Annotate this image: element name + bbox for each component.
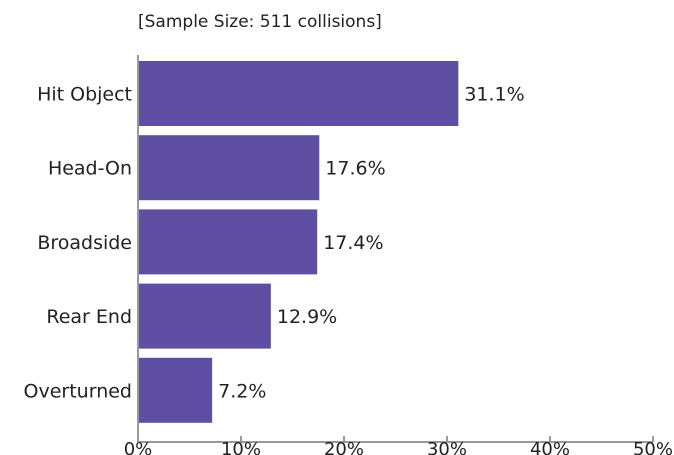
value-label-3: 12.9% xyxy=(277,306,337,328)
x-tick-label-1: 10% xyxy=(221,439,261,455)
x-axis: 0% 10% 20% 30% 40% 50% xyxy=(124,55,673,455)
category-label-1: Head-On xyxy=(48,158,132,180)
bar-4 xyxy=(138,357,213,423)
bar-3 xyxy=(138,283,271,349)
bars-group: Hit Object 31.1% Head-On 17.6% Broadside 17.4… xyxy=(24,61,525,423)
x-tick-label-2: 20% xyxy=(324,439,364,455)
category-label-0: Hit Object xyxy=(37,84,132,106)
value-label-0: 31.1% xyxy=(464,84,524,106)
category-label-2: Broadside xyxy=(37,232,132,254)
chart-subtitle: [Sample Size: 511 collisions] xyxy=(138,12,382,32)
category-label-4: Overturned xyxy=(24,380,132,402)
value-label-1: 17.6% xyxy=(325,158,385,180)
x-tick-label-0: 0% xyxy=(124,439,153,455)
bar-1 xyxy=(138,135,320,201)
bar-0 xyxy=(138,61,459,126)
bar-2 xyxy=(138,209,318,275)
category-label-3: Rear End xyxy=(46,306,132,328)
x-tick-label-5: 50% xyxy=(633,439,673,455)
value-label-2: 17.4% xyxy=(323,232,383,254)
value-label-4: 7.2% xyxy=(218,380,266,402)
x-tick-label-4: 40% xyxy=(530,439,570,455)
x-tick-label-3: 30% xyxy=(427,439,467,455)
